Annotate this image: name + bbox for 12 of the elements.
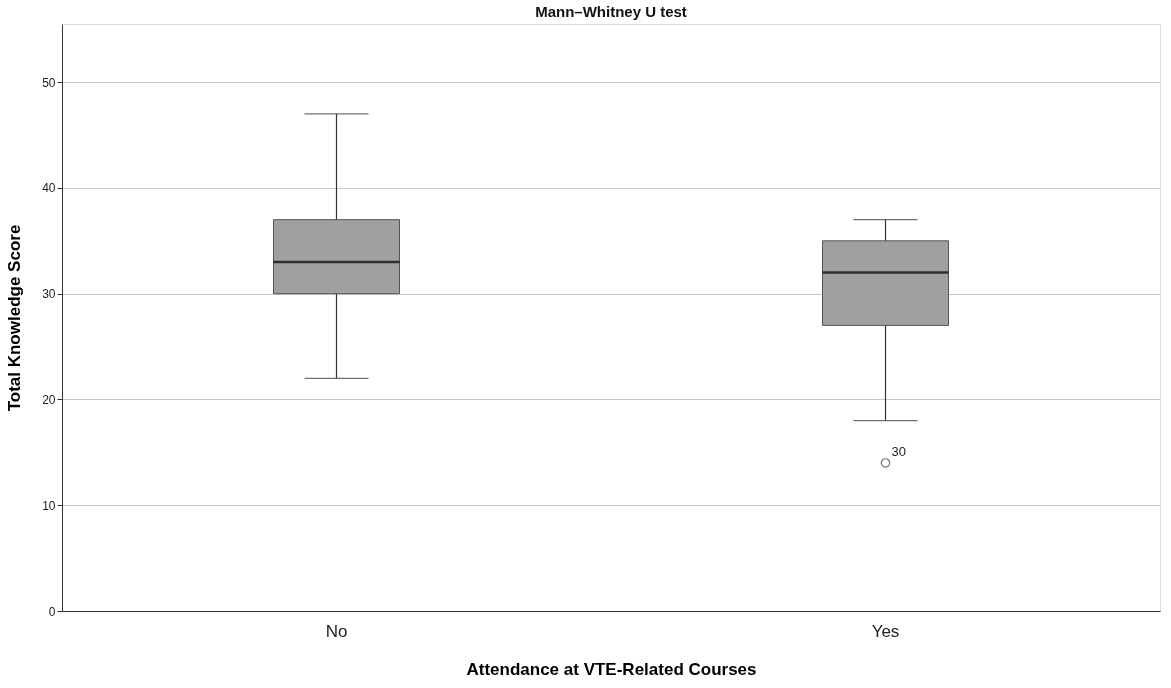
y-tick-label: 0 [48,604,56,619]
x-tick-label: No [325,621,348,641]
y-tick-label: 30 [42,287,56,302]
y-tick-label: 50 [42,75,56,90]
y-tick-label: 10 [42,498,56,513]
y-axis-title: Total Knowledge Score [5,224,25,412]
y-tick-label: 40 [42,181,56,196]
chart-title: Mann–Whitney U test [535,3,687,20]
annotation: 30 [891,443,906,459]
y-tick-label: 20 [42,392,56,407]
x-axis-title: Attendance at VTE-Related Courses [466,659,757,679]
x-tick-label: Yes [871,621,900,641]
